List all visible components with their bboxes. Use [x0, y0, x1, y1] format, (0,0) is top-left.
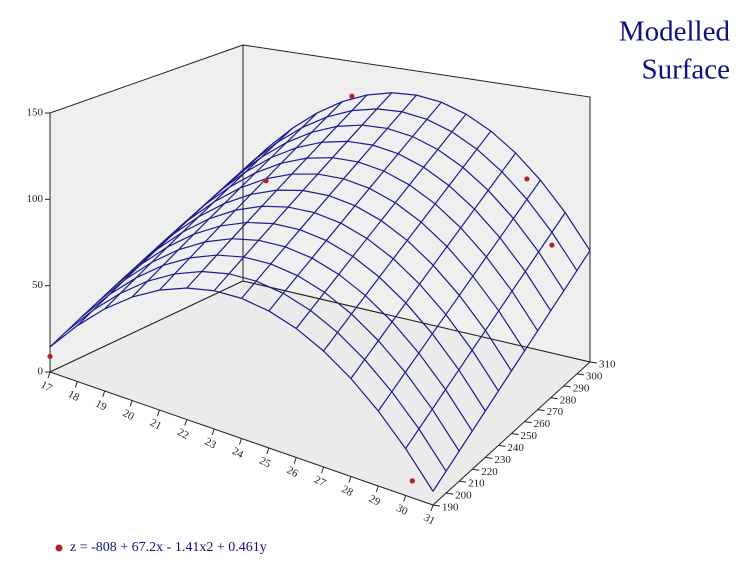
- y-tick: [485, 456, 493, 459]
- chart-title: Surface: [641, 54, 730, 86]
- y-tick: [589, 361, 598, 364]
- x-tick: [74, 381, 78, 388]
- y-tick-label: 230: [494, 454, 511, 466]
- x-tick-label: 17: [39, 379, 55, 395]
- z-tick-label: 0: [38, 366, 44, 378]
- y-tick: [563, 385, 571, 388]
- mesh-line-y: [81, 254, 460, 452]
- chart-title: Modelled: [619, 16, 731, 48]
- y-tick-label: 190: [442, 502, 459, 514]
- y-tick: [576, 373, 584, 376]
- x-tick-label: 25: [257, 455, 273, 471]
- y-tick: [511, 433, 519, 435]
- mesh-line-y: [210, 124, 565, 291]
- x-tick: [266, 447, 270, 455]
- x-tick: [129, 400, 133, 407]
- x-tick-label: 30: [394, 502, 410, 518]
- mesh-line-y: [194, 140, 552, 312]
- x-tick: [430, 504, 434, 512]
- y-tick: [432, 504, 441, 507]
- y-tick: [459, 480, 467, 483]
- x-tick: [184, 419, 188, 426]
- x-tick: [47, 371, 51, 379]
- data-point: [263, 178, 269, 184]
- z-tick-label: 50: [32, 279, 44, 291]
- x-tick-label: 26: [285, 464, 301, 480]
- x-tick-label: 21: [148, 417, 163, 433]
- x-tick-label: 23: [203, 436, 219, 452]
- y-tick-label: 210: [468, 478, 485, 490]
- y-tick: [550, 397, 558, 400]
- y-tick: [537, 409, 545, 412]
- x-tick-label: 29: [367, 493, 383, 509]
- y-tick-label: 200: [455, 490, 472, 502]
- x-tick-label: 22: [175, 426, 190, 442]
- points: [47, 93, 555, 484]
- mesh-line-y: [178, 157, 539, 332]
- y-tick-label: 220: [481, 466, 498, 478]
- y-tick-label: 240: [507, 442, 524, 454]
- mesh-line-y: [242, 92, 591, 251]
- data-point: [549, 242, 555, 248]
- mesh-line-y: [130, 205, 499, 392]
- y-tick-label: 300: [586, 370, 603, 382]
- x-tick: [239, 438, 242, 445]
- surface-mesh: [49, 92, 591, 492]
- z-tick-label: 150: [27, 107, 44, 119]
- x-tick: [293, 457, 297, 464]
- y-tick-label: 270: [547, 406, 564, 418]
- y-tick: [498, 444, 506, 447]
- mesh-line-y: [97, 238, 473, 432]
- x-tick: [156, 409, 160, 417]
- x-tick-label: 31: [422, 512, 437, 528]
- mesh-line-y: [162, 173, 526, 352]
- x-tick-label: 24: [230, 445, 246, 461]
- y-tick-label: 280: [560, 394, 577, 406]
- legend-marker: [55, 544, 63, 552]
- mesh-line-y: [65, 270, 447, 472]
- y-tick-label: 290: [573, 382, 590, 394]
- data-point: [47, 353, 53, 360]
- y-tick-label: 260: [534, 418, 551, 430]
- mesh-line-y: [226, 108, 578, 271]
- data-point: [349, 93, 355, 99]
- x-tick-label: 18: [66, 388, 82, 404]
- z-tick-label: 100: [27, 193, 44, 205]
- x-tick-label: 28: [339, 483, 355, 499]
- x-tick-label: 27: [312, 474, 328, 490]
- y-tick: [446, 492, 454, 495]
- walls: [48, 44, 592, 506]
- x-tick: [403, 495, 407, 502]
- y-tick-label: 250: [521, 430, 538, 442]
- x-tick: [375, 485, 379, 493]
- x-tick: [321, 466, 325, 474]
- x-tick: [102, 390, 106, 398]
- data-point: [409, 478, 415, 484]
- x-tick-label: 19: [93, 398, 109, 414]
- y-tick-label: 310: [599, 359, 616, 371]
- legend-label: z = -808 + 67.2x - 1.41x2 + 0.461y: [70, 540, 267, 555]
- x-tick: [211, 428, 215, 436]
- data-point: [524, 176, 530, 182]
- mesh-line-y: [146, 189, 513, 372]
- mesh-line-y: [49, 287, 434, 492]
- mesh-line-y: [113, 221, 486, 412]
- x-tick: [348, 476, 352, 483]
- y-tick: [472, 468, 480, 471]
- y-tick: [524, 421, 532, 424]
- x-tick-label: 20: [121, 407, 137, 423]
